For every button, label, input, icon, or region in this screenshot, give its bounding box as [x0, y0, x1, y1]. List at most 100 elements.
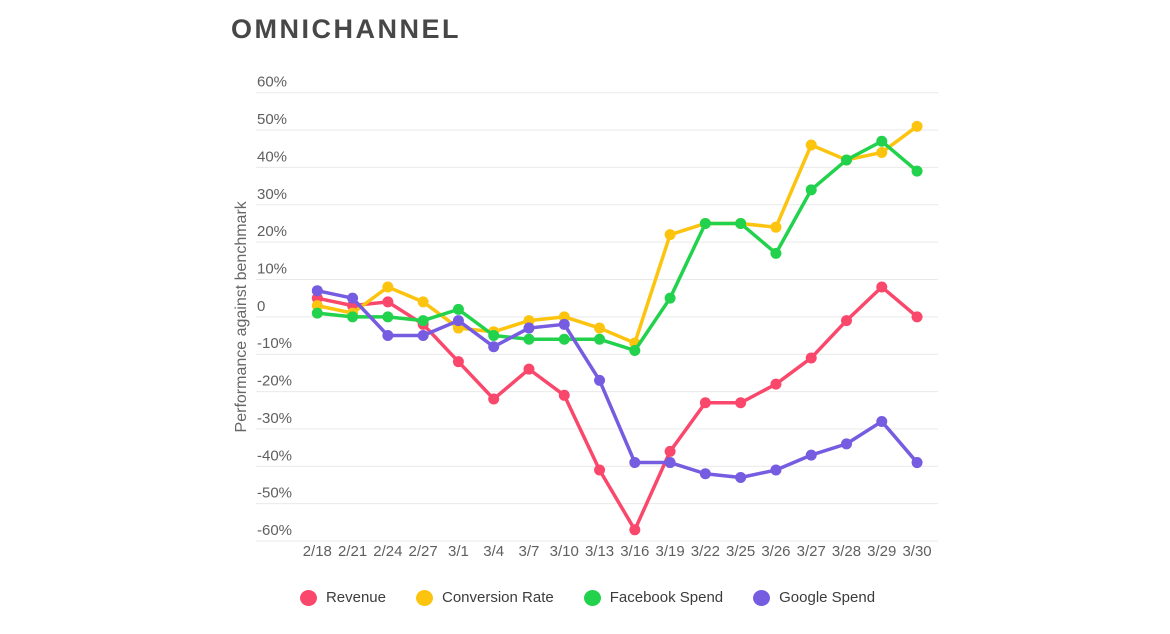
x-tick-label: 3/16	[620, 543, 649, 560]
data-point	[523, 322, 535, 334]
legend-item-facebook-spend[interactable]: Facebook Spend	[583, 589, 724, 606]
x-tick-label: 3/7	[519, 543, 540, 560]
data-point	[417, 315, 429, 327]
data-point	[417, 330, 429, 342]
data-point	[311, 285, 323, 297]
data-point	[452, 303, 464, 315]
data-point	[523, 333, 535, 345]
legend-label: Google Spend	[779, 589, 876, 606]
y-tick-label: -50%	[257, 485, 292, 502]
y-tick-label: -30%	[257, 410, 292, 427]
data-point	[488, 330, 500, 342]
data-point	[629, 524, 641, 536]
google-spend-series-dot-icon	[753, 589, 771, 606]
data-point	[347, 292, 359, 304]
data-point	[841, 438, 852, 450]
data-point	[664, 445, 676, 457]
x-tick-label: 3/30	[902, 543, 931, 560]
x-tick-label: 3/29	[867, 543, 896, 560]
data-point	[876, 281, 888, 293]
data-point	[770, 378, 782, 390]
data-point	[382, 311, 394, 323]
series-line	[315, 288, 919, 480]
data-point	[770, 247, 782, 259]
data-point	[735, 397, 747, 409]
x-tick-label: 2/24	[373, 543, 402, 560]
data-point	[488, 341, 500, 353]
y-tick-label: 30%	[257, 186, 287, 203]
legend-item-google-spend[interactable]: Google Spend	[753, 589, 875, 606]
data-point	[594, 374, 606, 386]
data-point	[347, 311, 359, 323]
legend-item-revenue[interactable]: Revenue	[299, 589, 386, 606]
data-point	[911, 457, 923, 469]
y-tick-label: 10%	[257, 260, 287, 277]
x-tick-label: 3/13	[585, 543, 614, 560]
page-title: OMNICHANNEL	[231, 14, 461, 44]
data-point	[629, 457, 641, 469]
data-point	[805, 352, 817, 364]
data-point	[735, 471, 747, 483]
data-point	[911, 120, 923, 132]
data-point	[876, 135, 888, 147]
data-point	[841, 154, 852, 166]
x-tick-label: 3/19	[655, 543, 684, 560]
y-tick-label: 0	[257, 298, 265, 315]
series-line	[315, 124, 919, 345]
data-point	[805, 184, 817, 196]
x-tick-label: 3/28	[832, 543, 861, 560]
y-tick-label: 20%	[257, 223, 287, 240]
y-tick-label: -40%	[257, 447, 292, 464]
data-point	[664, 457, 676, 469]
series-line	[315, 285, 919, 532]
legend-item-conversion-rate[interactable]: Conversion Rate	[415, 589, 554, 606]
data-point	[664, 229, 676, 241]
data-point	[452, 315, 464, 327]
y-tick-label: 40%	[257, 148, 287, 165]
data-point	[382, 296, 394, 308]
data-point	[911, 165, 923, 177]
x-tick-label: 3/4	[483, 543, 504, 560]
data-point	[770, 464, 782, 476]
y-tick-label: -20%	[257, 373, 292, 390]
data-point	[488, 393, 500, 405]
data-point	[805, 139, 817, 151]
data-point	[699, 397, 711, 409]
data-point	[382, 330, 394, 342]
data-point	[876, 415, 888, 427]
y-tick-label: 60%	[257, 74, 287, 91]
x-tick-label: 3/25	[726, 543, 755, 560]
data-point	[382, 281, 394, 293]
legend-label: Conversion Rate	[441, 589, 554, 606]
data-point	[594, 322, 606, 334]
data-point	[699, 468, 711, 480]
conversion-rate-series-dot-icon	[415, 589, 433, 606]
x-tick-label: 3/26	[761, 543, 790, 560]
x-tick-label: 3/1	[448, 543, 469, 560]
x-tick-label: 2/21	[338, 543, 367, 560]
data-point	[311, 307, 323, 319]
x-tick-label: 2/18	[303, 543, 332, 560]
data-point	[735, 217, 747, 229]
data-point	[664, 292, 676, 304]
data-point	[523, 363, 535, 375]
data-point	[452, 356, 464, 368]
chart-legend: Revenue Conversion Rate Facebook Spend G…	[230, 589, 945, 606]
x-tick-label: 3/27	[797, 543, 826, 560]
data-point	[770, 221, 782, 233]
data-point	[558, 318, 570, 330]
data-point	[558, 333, 570, 345]
data-point	[911, 311, 923, 323]
data-point	[594, 333, 606, 345]
y-tick-label: -60%	[257, 522, 292, 539]
revenue-series-dot-icon	[299, 589, 317, 606]
x-tick-label: 3/10	[550, 543, 579, 560]
y-tick-label: 50%	[257, 111, 287, 128]
data-point	[594, 464, 606, 476]
data-point	[876, 146, 888, 158]
legend-label: Facebook Spend	[609, 589, 724, 606]
data-point	[417, 296, 429, 308]
x-tick-label: 3/22	[691, 543, 720, 560]
